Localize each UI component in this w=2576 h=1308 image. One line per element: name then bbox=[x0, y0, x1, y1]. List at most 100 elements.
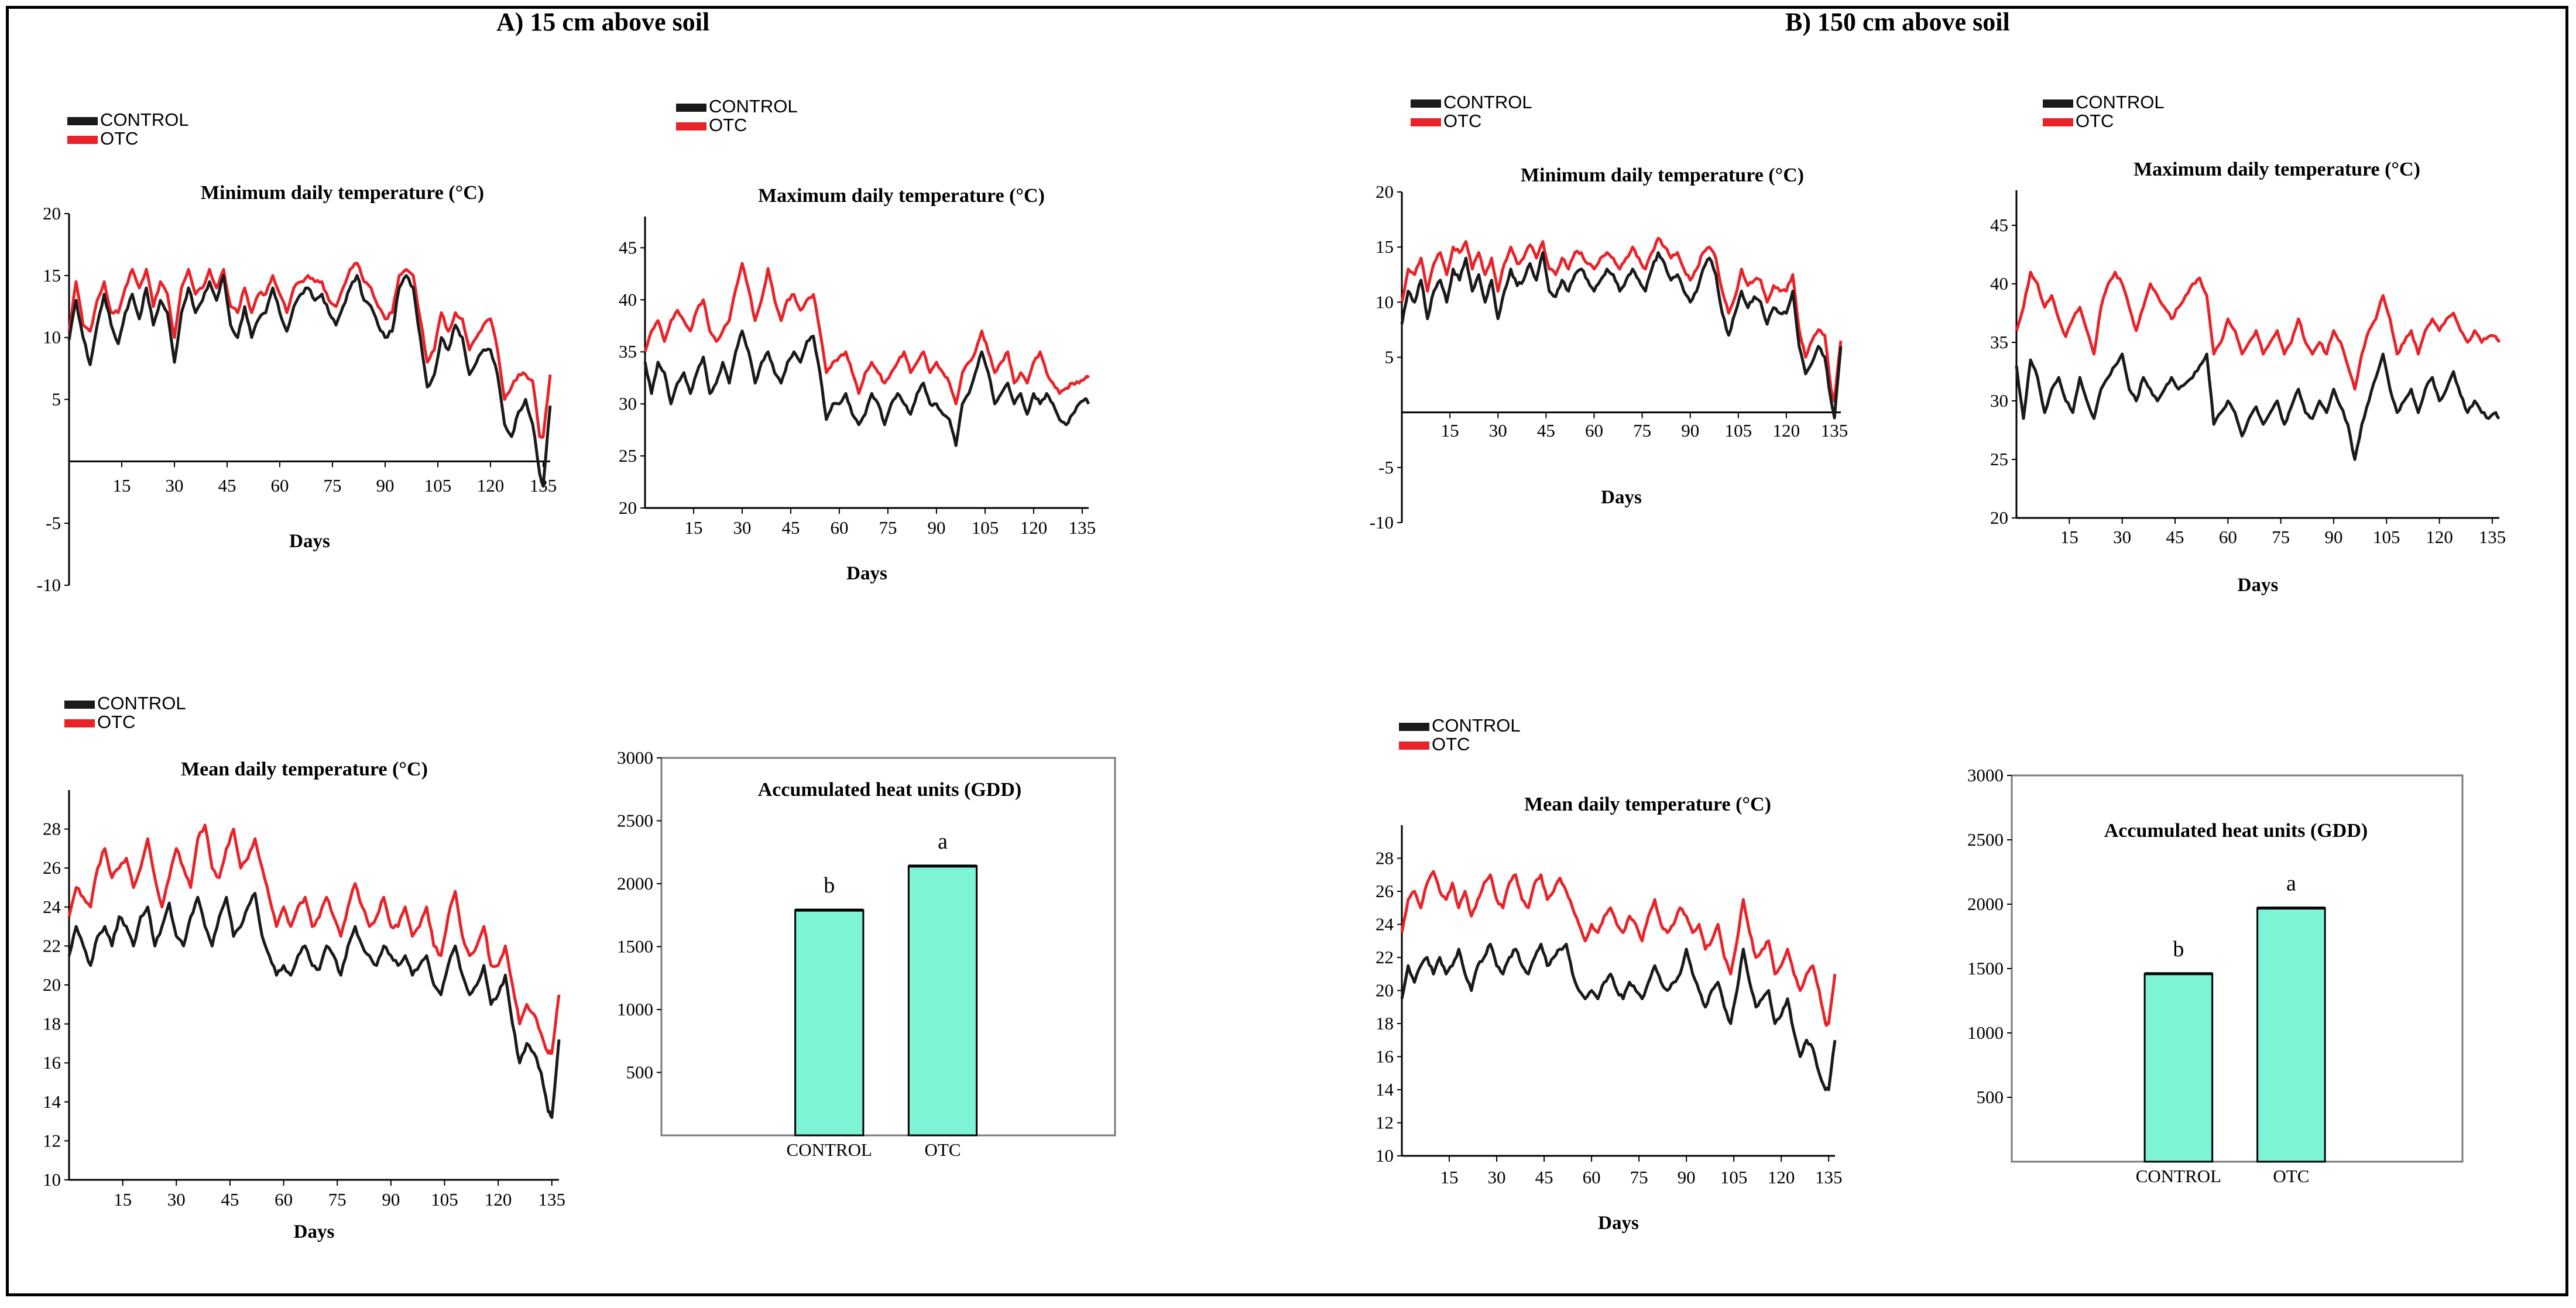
y-tick-label: 16 bbox=[43, 1052, 61, 1073]
category-label: OTC bbox=[925, 1139, 961, 1160]
y-tick-label: 24 bbox=[1376, 914, 1394, 935]
b_min-chart: Minimum daily temperature (°C) CONTROLOTC… bbox=[1370, 92, 1848, 533]
y-tick-label: 15 bbox=[43, 265, 61, 286]
y-tick-label: 35 bbox=[1990, 332, 2008, 352]
y-tick-label: 1500 bbox=[617, 936, 653, 957]
y-tick-label: 500 bbox=[626, 1062, 654, 1083]
b_max-chart: Maximum daily temperature (°C) CONTROLOTC… bbox=[1990, 92, 2506, 596]
x-axis-label: Days bbox=[2238, 575, 2279, 596]
y-tick-label: 10 bbox=[43, 1169, 61, 1190]
y-tick-label: 40 bbox=[619, 289, 637, 310]
y-tick-label: 25 bbox=[1990, 449, 2008, 469]
legend-label-otc: OTC bbox=[97, 712, 135, 732]
series-line-control bbox=[2015, 352, 2500, 461]
significance-letter: a bbox=[938, 829, 948, 854]
legend-swatch-control bbox=[64, 701, 95, 709]
y-tick-label: 22 bbox=[1376, 947, 1394, 967]
y-tick-label: 1500 bbox=[1967, 958, 2004, 979]
y-tick-label: 14 bbox=[1376, 1079, 1394, 1100]
series-line-control bbox=[643, 329, 1090, 447]
x-tick-label: 30 bbox=[167, 1189, 186, 1210]
x-tick-label: 75 bbox=[2272, 527, 2290, 547]
x-tick-label: 90 bbox=[927, 517, 945, 538]
x-tick-label: 60 bbox=[1583, 1167, 1601, 1187]
y-tick-label: 30 bbox=[1990, 390, 2008, 411]
x-tick-label: 60 bbox=[1585, 420, 1603, 441]
x-tick-label: 75 bbox=[879, 517, 897, 538]
x-tick-label: 90 bbox=[376, 475, 395, 496]
x-axis-label: Days bbox=[846, 563, 887, 584]
y-tick-label: 20 bbox=[1990, 507, 2008, 528]
x-tick-label: 15 bbox=[684, 517, 702, 538]
y-tick-label: 5 bbox=[1385, 347, 1394, 368]
series-line-control bbox=[1400, 942, 1837, 1091]
x-tick-label: 120 bbox=[477, 475, 505, 496]
x-tick-label: 15 bbox=[114, 1189, 132, 1210]
legend-label-control: CONTROL bbox=[2076, 92, 2165, 112]
series-line-otc bbox=[643, 262, 1090, 406]
section-a-title: A) 15 cm above soil bbox=[496, 8, 710, 36]
x-tick-label: 90 bbox=[382, 1189, 400, 1210]
y-tick-label: 18 bbox=[1376, 1013, 1394, 1034]
bar-control bbox=[2143, 973, 2214, 1163]
series-line-control bbox=[1400, 251, 1843, 420]
chart-title: Maximum daily temperature (°C) bbox=[2133, 159, 2420, 180]
y-tick-label: -10 bbox=[37, 575, 61, 595]
x-tick-label: 30 bbox=[733, 517, 751, 538]
bar-otc bbox=[2256, 907, 2326, 1163]
x-tick-label: 135 bbox=[2479, 527, 2506, 547]
b_gdd-chart: Accumulated heat units (GDD) 500 1000 1500 2… bbox=[1967, 765, 2464, 1186]
legend-swatch-otc bbox=[2043, 118, 2073, 126]
chart-title: Maximum daily temperature (°C) bbox=[758, 185, 1045, 207]
y-tick-label: 35 bbox=[619, 341, 637, 362]
x-axis-label: Days bbox=[289, 531, 330, 552]
x-axis-label: Days bbox=[1601, 487, 1642, 508]
x-tick-label: 120 bbox=[1020, 517, 1048, 538]
x-tick-label: 30 bbox=[2113, 527, 2131, 547]
chart-title: Accumulated heat units (GDD) bbox=[2104, 820, 2368, 842]
significance-letter: b bbox=[824, 873, 835, 898]
y-tick-label: 24 bbox=[43, 897, 61, 917]
x-tick-label: 45 bbox=[218, 475, 236, 496]
x-tick-label: 75 bbox=[324, 475, 342, 496]
x-tick-label: 45 bbox=[781, 517, 800, 538]
y-tick-label: 28 bbox=[1376, 848, 1394, 868]
x-tick-label: 105 bbox=[1725, 420, 1752, 441]
y-tick-label: 20 bbox=[1376, 181, 1394, 202]
series-line-otc bbox=[67, 262, 552, 440]
y-tick-label: 3000 bbox=[617, 747, 653, 768]
x-tick-label: 120 bbox=[1768, 1167, 1795, 1187]
x-tick-label: 60 bbox=[2219, 527, 2237, 547]
legend-swatch-control bbox=[1399, 723, 1429, 731]
series-line-control bbox=[67, 274, 552, 488]
a_min-chart: Minimum daily temperature (°C) CONTROLOTC… bbox=[37, 109, 557, 595]
y-tick-label: -5 bbox=[46, 513, 61, 533]
chart-title: Mean daily temperature (°C) bbox=[181, 758, 428, 780]
x-tick-label: 105 bbox=[2373, 527, 2400, 547]
legend-label-control: CONTROL bbox=[100, 109, 189, 130]
legend-label-control: CONTROL bbox=[1432, 715, 1521, 736]
significance-letter: b bbox=[2173, 937, 2184, 962]
x-axis-label: Days bbox=[294, 1221, 335, 1242]
legend-swatch-otc bbox=[1399, 741, 1429, 750]
y-tick-label: 12 bbox=[43, 1130, 61, 1151]
y-tick-label: 20 bbox=[1376, 980, 1394, 1001]
x-tick-label: 45 bbox=[1535, 1167, 1553, 1187]
significance-letter: a bbox=[2286, 871, 2296, 896]
legend-label-otc: OTC bbox=[2076, 111, 2114, 131]
series-line-otc bbox=[1400, 236, 1843, 403]
legend-label-control: CONTROL bbox=[97, 693, 186, 713]
x-tick-label: 60 bbox=[275, 1189, 293, 1210]
chart-title: Accumulated heat units (GDD) bbox=[758, 779, 1021, 801]
legend-swatch-control bbox=[2043, 99, 2073, 108]
y-tick-label: 500 bbox=[1977, 1087, 2004, 1107]
y-tick-label: -10 bbox=[1370, 512, 1394, 533]
category-label: OTC bbox=[2273, 1166, 2309, 1186]
y-tick-label: 45 bbox=[1990, 215, 2008, 235]
section-b-title: B) 150 cm above soil bbox=[1785, 8, 2010, 36]
y-tick-label: 20 bbox=[619, 497, 637, 518]
figure-frame bbox=[6, 6, 2568, 1296]
x-tick-label: 90 bbox=[1681, 420, 1699, 441]
